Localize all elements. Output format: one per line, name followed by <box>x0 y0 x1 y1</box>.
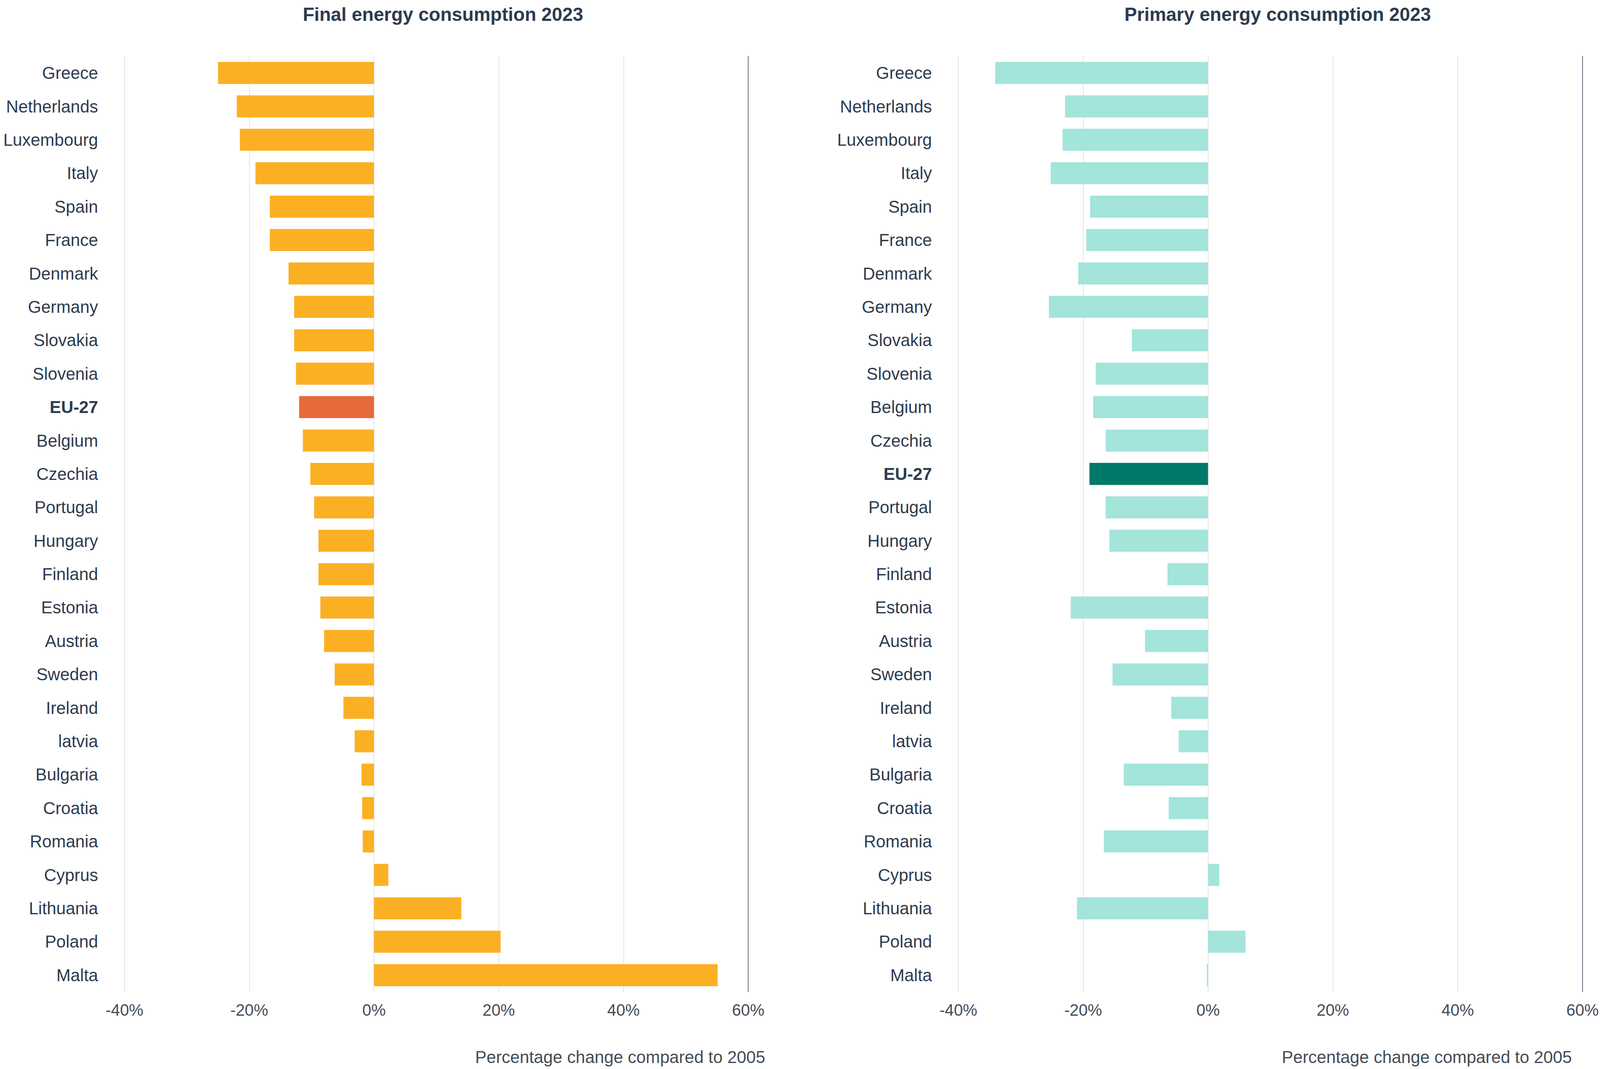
svg-text:40%: 40% <box>607 1001 640 1020</box>
svg-text:France: France <box>879 230 933 250</box>
svg-text:Belgium: Belgium <box>36 431 99 451</box>
svg-text:Ireland: Ireland <box>46 698 99 718</box>
svg-text:-40%: -40% <box>939 1001 978 1020</box>
svg-text:-20%: -20% <box>230 1001 269 1020</box>
svg-text:Cyprus: Cyprus <box>877 865 932 885</box>
svg-text:Netherlands: Netherlands <box>5 97 99 116</box>
svg-text:Cyprus: Cyprus <box>43 865 99 885</box>
svg-text:Estonia: Estonia <box>875 598 933 617</box>
svg-text:Austria: Austria <box>45 631 99 651</box>
svg-text:Romania: Romania <box>863 832 933 851</box>
svg-text:Austria: Austria <box>879 631 933 651</box>
svg-text:Denmark: Denmark <box>28 264 99 284</box>
svg-text:Sweden: Sweden <box>36 665 99 684</box>
svg-text:Slovenia: Slovenia <box>32 364 99 384</box>
svg-text:Denmark: Denmark <box>862 264 933 284</box>
svg-text:Slovakia: Slovakia <box>867 330 933 350</box>
svg-text:Bulgaria: Bulgaria <box>869 765 933 785</box>
svg-text:Lithuania: Lithuania <box>862 899 933 918</box>
svg-text:Greece: Greece <box>876 63 932 83</box>
svg-text:Primary energy consumption 202: Primary energy consumption 2023 <box>1124 3 1432 25</box>
svg-text:Lithuania: Lithuania <box>28 899 99 918</box>
svg-text:20%: 20% <box>482 1001 516 1020</box>
svg-text:Bulgaria: Bulgaria <box>35 765 99 785</box>
svg-text:0%: 0% <box>362 1001 386 1020</box>
svg-text:EU-27: EU-27 <box>49 397 99 417</box>
svg-text:Percentage change compared to: Percentage change compared to 2005 <box>475 1047 766 1067</box>
svg-text:latvia: latvia <box>58 732 99 751</box>
svg-text:Romania: Romania <box>29 832 99 851</box>
svg-text:Malta: Malta <box>890 966 933 985</box>
svg-text:Slovakia: Slovakia <box>33 330 99 350</box>
svg-text:-20%: -20% <box>1064 1001 1103 1020</box>
svg-text:Czechia: Czechia <box>870 431 932 451</box>
svg-text:Netherlands: Netherlands <box>839 97 932 116</box>
svg-text:40%: 40% <box>1441 1001 1474 1020</box>
svg-text:Percentage change compared to: Percentage change compared to 2005 <box>1281 1047 1573 1067</box>
svg-text:Croatia: Croatia <box>43 798 99 818</box>
svg-text:Portugal: Portugal <box>34 497 99 517</box>
svg-text:Luxembourg: Luxembourg <box>3 130 99 150</box>
svg-text:Hungary: Hungary <box>867 531 932 551</box>
svg-text:Finland: Finland <box>876 564 932 584</box>
svg-text:Greece: Greece <box>42 63 99 83</box>
svg-text:Italy: Italy <box>900 163 932 183</box>
svg-text:Ireland: Ireland <box>879 698 932 718</box>
svg-text:Poland: Poland <box>878 932 932 952</box>
svg-text:France: France <box>45 230 99 250</box>
svg-text:60%: 60% <box>732 1001 765 1020</box>
svg-text:EU-27: EU-27 <box>883 464 932 484</box>
svg-text:60%: 60% <box>1566 1001 1599 1020</box>
svg-text:Belgium: Belgium <box>870 397 932 417</box>
svg-text:Croatia: Croatia <box>876 798 933 818</box>
svg-text:Hungary: Hungary <box>33 531 99 551</box>
svg-text:Luxembourg: Luxembourg <box>837 130 932 150</box>
svg-text:Italy: Italy <box>66 163 99 183</box>
svg-text:Germany: Germany <box>862 297 933 317</box>
svg-text:Spain: Spain <box>888 197 932 217</box>
svg-text:Portugal: Portugal <box>868 497 932 517</box>
svg-text:Sweden: Sweden <box>870 665 932 684</box>
svg-text:Poland: Poland <box>44 932 99 952</box>
svg-text:Malta: Malta <box>56 966 99 985</box>
svg-text:Final energy consumption 2023: Final energy consumption 2023 <box>302 3 584 25</box>
svg-text:latvia: latvia <box>892 732 933 751</box>
svg-text:Czechia: Czechia <box>36 464 99 484</box>
svg-text:Spain: Spain <box>54 197 99 217</box>
svg-text:20%: 20% <box>1316 1001 1349 1020</box>
svg-text:Estonia: Estonia <box>41 598 99 617</box>
svg-text:-40%: -40% <box>105 1001 144 1020</box>
svg-text:Germany: Germany <box>28 297 99 317</box>
svg-text:Slovenia: Slovenia <box>866 364 933 384</box>
svg-text:Finland: Finland <box>42 564 99 584</box>
svg-text:0%: 0% <box>1196 1001 1220 1020</box>
